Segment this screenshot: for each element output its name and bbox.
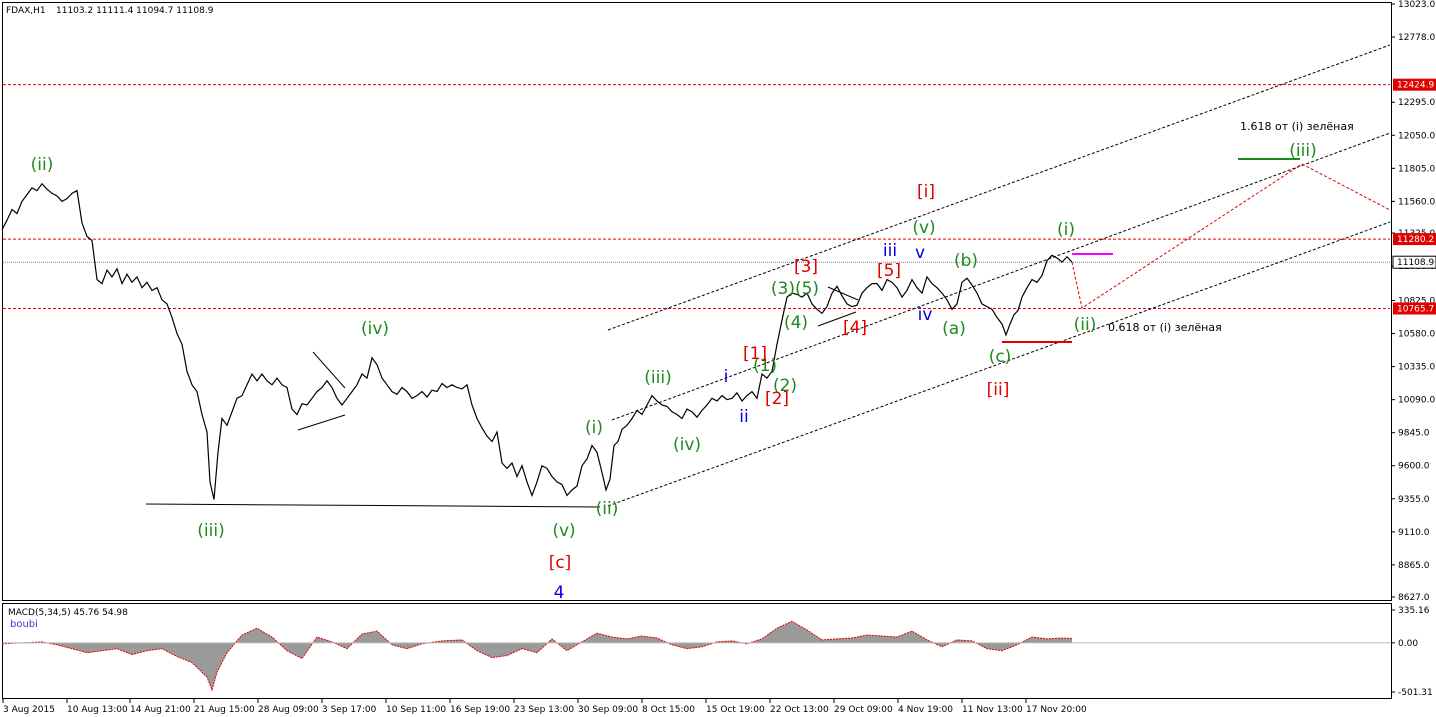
price-tick-label-9: 10580.0 (1398, 330, 1435, 340)
wave-label-1: (iii) (197, 521, 224, 541)
macd-tick-label-1: 0.00 (1398, 639, 1418, 649)
macd-title: MACD(5,34,5) 45.76 54.98 (8, 608, 128, 618)
main-panel-frame (2, 2, 1392, 601)
channel-line-2 (607, 221, 1391, 507)
date-tick-label-16: 17 Nov 20:00 (1026, 705, 1087, 715)
wave-label-13: (2) (773, 376, 797, 396)
wave-label-4: [c] (549, 553, 572, 573)
pattern-line-3 (817, 311, 857, 327)
wave-label-29: [ii] (987, 380, 1010, 400)
date-tick-label-13: 29 Oct 09:00 (834, 705, 893, 715)
wave-label-20: [5] (877, 261, 901, 281)
projection-path (1071, 163, 1391, 309)
price-tick-label-14: 9355.0 (1398, 495, 1430, 505)
wave-label-27: (b) (954, 251, 978, 271)
wave-label-28: (c) (989, 347, 1012, 367)
wave-label-18: [3] (794, 257, 818, 277)
wave-label-8: (iii) (644, 368, 671, 388)
wave-label-15: [2] (765, 389, 789, 409)
price-tick-label-13: 9600.0 (1398, 462, 1430, 472)
level-marker-box-0 (1393, 78, 1436, 91)
price-tick-label-15: 9110.0 (1398, 528, 1430, 538)
price-tick-label-5: 11560.0 (1398, 197, 1435, 207)
date-tick-label-6: 10 Sep 11:00 (386, 705, 446, 715)
price-tick-label-4: 11805.0 (1398, 164, 1435, 174)
macd-tick-label-2: -501.31 (1398, 688, 1433, 698)
date-tick-label-9: 30 Sep 09:00 (578, 705, 638, 715)
level-marker-label-3: 10765.7 (1397, 304, 1434, 314)
annotation-1618: 1.618 от (i) зелёная (1240, 120, 1354, 133)
wave-label-30: (i) (1057, 220, 1075, 240)
price-tick-label-17: 8627.0 (1398, 593, 1430, 603)
level-marker-label-0: 12424.9 (1397, 81, 1434, 91)
wave-label-5: 4 (554, 583, 565, 603)
price-tick-label-8: 10825.0 (1398, 297, 1435, 307)
date-tick-label-11: 15 Oct 19:00 (706, 705, 765, 715)
date-tick-label-14: 4 Nov 19:00 (898, 705, 953, 715)
wave-label-32: (iii) (1289, 141, 1316, 161)
price-tick-label-12: 9845.0 (1398, 429, 1430, 439)
wave-label-7: (ii) (596, 499, 619, 519)
wave-label-3: (v) (552, 521, 575, 541)
date-tick-label-1: 10 Aug 13:00 (67, 705, 128, 715)
wave-label-10: i (724, 367, 729, 387)
date-tick-label-8: 23 Sep 13:00 (514, 705, 574, 715)
wave-label-12: (1) (753, 356, 777, 376)
wave-label-23: iv (918, 305, 933, 325)
pattern-line-2 (827, 286, 859, 301)
price-tick-label-1: 12778.0 (1398, 33, 1435, 43)
date-tick-label-4: 28 Aug 09:00 (258, 705, 319, 715)
header-ohlc: 11103.2 11111.4 11094.7 11108.9 (56, 6, 214, 16)
wave-label-14: [1] (743, 344, 767, 364)
price-tick-label-11: 10090.0 (1398, 396, 1435, 406)
pattern-line-0 (312, 351, 346, 389)
pattern-line-1 (297, 414, 346, 431)
wave-label-24: (v) (912, 218, 935, 238)
wave-label-19: [4] (843, 318, 867, 338)
level-marker-label-2: 11108.9 (1397, 258, 1434, 268)
macd-panel-frame (2, 603, 1392, 699)
date-tick-label-0: 3 Aug 2015 (3, 705, 55, 715)
channel-line-0 (607, 44, 1391, 331)
macd-indicator-name: boubi (10, 619, 38, 630)
wave-label-31: (ii) (1074, 315, 1097, 335)
date-tick-label-7: 16 Sep 19:00 (450, 705, 510, 715)
date-tick-label-2: 14 Aug 21:00 (130, 705, 191, 715)
price-line (1, 182, 1073, 500)
date-tick-label-10: 8 Oct 15:00 (642, 705, 695, 715)
price-tick-label-3: 12050.0 (1398, 131, 1435, 141)
date-tick-label-5: 3 Sep 17:00 (322, 705, 377, 715)
level-marker-box-2 (1392, 255, 1436, 269)
price-tick-label-16: 8865.0 (1398, 561, 1430, 571)
date-tick-label-12: 22 Oct 13:00 (770, 705, 829, 715)
price-tick-label-10: 10335.0 (1398, 363, 1435, 373)
wave-label-9: (iv) (673, 435, 701, 455)
macd-tick-label-0: 335.16 (1398, 606, 1430, 616)
wave-label-6: (i) (585, 418, 603, 438)
wave-label-21: iii (883, 241, 897, 261)
date-tick-label-15: 11 Nov 13:00 (962, 705, 1023, 715)
level-marker-box-1 (1393, 233, 1436, 246)
price-tick-label-2: 12295.0 (1398, 98, 1435, 108)
annotation-0618: 0.618 от (i) зелёная (1108, 321, 1222, 334)
wave-label-16: (3)(5) (771, 279, 819, 299)
channel-line-1 (611, 132, 1391, 421)
wave-label-25: [i] (917, 182, 935, 202)
wave-label-17: (4) (784, 313, 808, 333)
wave-label-0: (ii) (31, 155, 54, 175)
price-tick-label-0: 13023.0 (1398, 0, 1435, 10)
wave-label-2: (iv) (361, 319, 389, 339)
level-marker-label-1: 11280.2 (1397, 235, 1434, 245)
level-marker-box-3 (1393, 302, 1436, 315)
macd-signal-line (1, 620, 1073, 692)
wave-label-22: v (915, 243, 925, 263)
header-symbol: FDAX,H1 (6, 6, 46, 16)
wave-label-11: ii (739, 407, 748, 427)
date-tick-label-3: 21 Aug 15:00 (194, 705, 255, 715)
support-line (145, 503, 601, 508)
wave-label-26: (a) (942, 319, 966, 339)
macd-histogram (2, 621, 1072, 690)
